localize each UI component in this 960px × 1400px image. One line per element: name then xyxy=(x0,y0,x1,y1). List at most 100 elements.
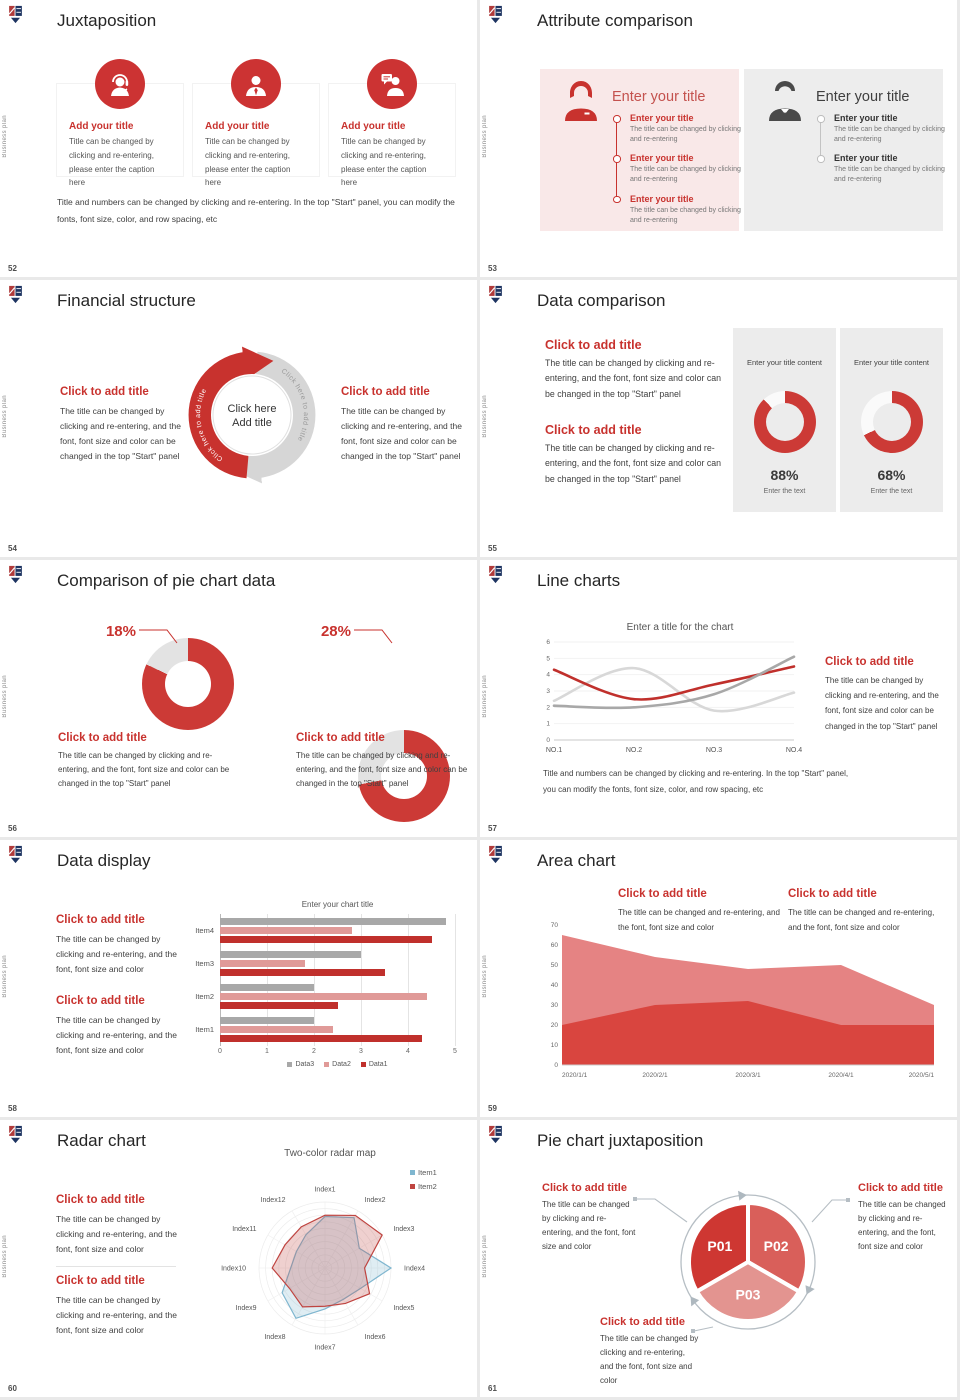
block-heading: Click to add title xyxy=(600,1316,685,1328)
timeline-item-title: Enter your title xyxy=(834,153,898,164)
slide-number: 54 xyxy=(8,544,17,553)
slide-52[interactable]: Business plan Juxtaposition Add your tit… xyxy=(0,0,480,280)
cycle-arrows-diagram: Click here Add title Click here to add ti… xyxy=(188,346,316,484)
side-vertical-text: Business plan xyxy=(482,115,488,158)
slide-title: Data display xyxy=(57,851,151,870)
block-heading: Click to add title xyxy=(542,1182,627,1194)
side-vertical-text: Business plan xyxy=(2,955,8,998)
support-agent-icon xyxy=(95,59,145,109)
line-chart: 0 1 2 3 4 5 6 NO.1 NO.2 NO.3 NO.4 xyxy=(546,639,802,754)
svg-text:10: 10 xyxy=(551,1042,559,1049)
side-vertical-text: Business plan xyxy=(2,675,8,718)
svg-text:50: 50 xyxy=(551,962,559,969)
donut-chart-28 xyxy=(358,730,450,822)
block-heading: Click to add title xyxy=(56,1275,145,1287)
school-crest-logo-icon xyxy=(8,285,22,304)
school-crest-logo-icon xyxy=(488,5,502,24)
school-crest-logo-icon xyxy=(488,845,502,864)
block-heading: Click to add title xyxy=(825,656,914,668)
svg-text:P01: P01 xyxy=(707,1238,732,1254)
block-body: The title can be changed by clicking and… xyxy=(600,1334,699,1385)
slide-number: 55 xyxy=(488,544,497,553)
slide-number: 60 xyxy=(8,1384,17,1393)
block-heading: Click to add title xyxy=(788,888,877,900)
bar-group-item3 xyxy=(220,948,455,979)
svg-text:2020/4/1: 2020/4/1 xyxy=(828,1072,854,1078)
slide-number: 56 xyxy=(8,824,17,833)
timeline-dot-icon xyxy=(613,155,621,163)
slide-number: 52 xyxy=(8,264,17,273)
svg-text:NO.1: NO.1 xyxy=(546,747,562,754)
slide-58[interactable]: Business plan Data display Click to add … xyxy=(0,840,480,1120)
block-body: The title can be changed by clicking and… xyxy=(545,443,722,484)
pie-chart-diagram: P01 P02 P03 xyxy=(633,1190,850,1333)
slide-title: Financial structure xyxy=(57,291,196,310)
slide-56[interactable]: Business plan Comparison of pie chart da… xyxy=(0,560,480,840)
block-body: The title can be changed by clicking and… xyxy=(542,1200,636,1251)
slide-53[interactable]: Business plan Attribute comparison Enter… xyxy=(480,0,960,280)
svg-text:3: 3 xyxy=(546,688,550,695)
divider xyxy=(56,1266,176,1267)
card-caption: Title can be changed by clicking and re-… xyxy=(205,137,291,188)
slide-title: Radar chart xyxy=(57,1131,146,1150)
bar-chart-title: Enter your chart title xyxy=(301,900,374,909)
slide-number: 57 xyxy=(488,824,497,833)
timeline-item-title: Enter your title xyxy=(630,193,694,204)
slide-60[interactable]: Business plan Radar chart Two-color rada… xyxy=(0,1120,480,1400)
panel-heading: Enter your title xyxy=(816,89,910,105)
school-crest-logo-icon xyxy=(488,285,502,304)
block-body: The title can be changed by clicking and… xyxy=(825,676,939,731)
slide-55[interactable]: Business plan Data comparison Click to a… xyxy=(480,280,960,560)
stat-card-title: Enter your title content xyxy=(853,358,930,367)
timeline: Enter your title The title can be change… xyxy=(817,113,945,194)
timeline-dot-icon xyxy=(817,155,825,163)
right-block-heading: Click to add title xyxy=(341,386,430,398)
donut-value-label: 28% xyxy=(320,623,351,640)
slide-number: 61 xyxy=(488,1384,497,1393)
card-title: Add your title xyxy=(341,121,406,132)
left-block-body: The title can be changed by clicking and… xyxy=(60,406,181,461)
area-chart: 0 10 20 30 40 50 60 70 2020/1/1 2020/2/1 2020/3/1 2… xyxy=(551,922,935,1078)
male-person-icon xyxy=(769,81,801,121)
svg-text:Index8: Index8 xyxy=(264,1334,285,1341)
school-crest-logo-icon xyxy=(8,5,22,24)
slide-54[interactable]: Business plan Financial structure Click … xyxy=(0,280,480,560)
school-crest-logo-icon xyxy=(488,1125,502,1144)
block-body: The title can be changed by clicking and… xyxy=(56,1214,177,1254)
svg-text:30: 30 xyxy=(551,1002,559,1009)
svg-text:2020/5/1: 2020/5/1 xyxy=(909,1072,935,1078)
slide-59[interactable]: Business plan Area chart Click to add ti… xyxy=(480,840,960,1120)
svg-text:Index2: Index2 xyxy=(365,1197,386,1204)
female-person-icon xyxy=(565,81,597,121)
block-heading: Click to add title xyxy=(56,1194,145,1206)
slide-57[interactable]: Business plan Line charts Enter a title … xyxy=(480,560,960,840)
stat-card-title: Enter your title content xyxy=(746,358,823,367)
bar-chart-categories: Item4 Item3 Item2 Item1 xyxy=(195,926,214,1034)
side-vertical-text: Business plan xyxy=(2,115,8,158)
svg-text:40: 40 xyxy=(551,982,559,989)
slide-number: 53 xyxy=(488,264,497,273)
svg-text:Index3: Index3 xyxy=(393,1226,414,1233)
comparison-panel-right: Enter your title Enter your title The ti… xyxy=(744,69,945,231)
block-body: The title can be changed by clicking and… xyxy=(545,358,722,399)
school-crest-logo-icon xyxy=(8,1125,22,1144)
timeline-item-title: Enter your title xyxy=(834,113,898,123)
school-crest-logo-icon xyxy=(488,565,502,584)
school-crest-logo-icon xyxy=(8,565,22,584)
svg-text:Index12: Index12 xyxy=(261,1197,286,1204)
slide-note: Title and numbers can be changed by clic… xyxy=(543,769,849,794)
slide-61[interactable]: Business plan Pie chart juxtaposition Cl… xyxy=(480,1120,960,1400)
svg-text:P02: P02 xyxy=(764,1238,789,1254)
timeline-item-body: The title can be changed by clicking and… xyxy=(834,126,945,144)
panel-heading: Enter your title xyxy=(612,89,706,105)
slide-title: Comparison of pie chart data xyxy=(57,571,276,590)
svg-text:70: 70 xyxy=(551,922,559,929)
timeline-item: Enter your title The title can be change… xyxy=(613,193,741,226)
timeline-item-body: The title can be changed by clicking and… xyxy=(834,166,945,184)
content-card: Add your title Title can be changed by c… xyxy=(192,59,320,187)
svg-text:NO.2: NO.2 xyxy=(626,747,642,754)
block-heading: Click to add title xyxy=(618,888,707,900)
stat-caption: Enter the text xyxy=(870,488,913,495)
svg-text:6: 6 xyxy=(546,639,550,646)
donut-chart-18 xyxy=(142,638,234,730)
